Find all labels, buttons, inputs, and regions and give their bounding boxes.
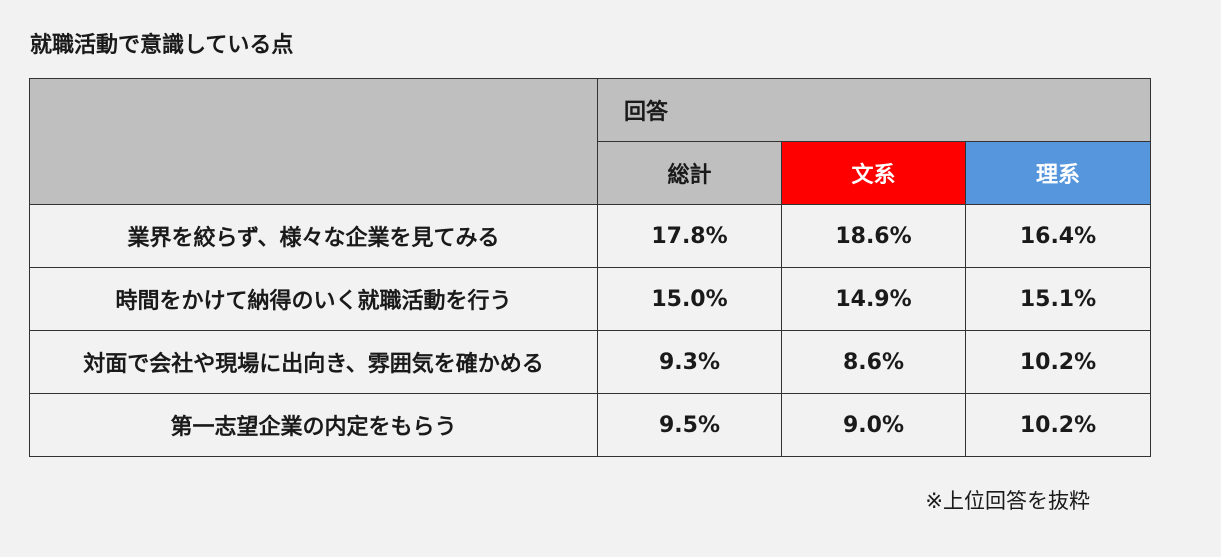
header-row-group: 回答 [29, 78, 1151, 205]
group-header: 回答 [597, 78, 1151, 142]
table-body: 業界を絞らず、様々な企業を見てみる 17.8% 18.6% 16.4% 時間をかけて納得… [29, 204, 1151, 457]
header-blank-cell [29, 78, 598, 205]
value-bunkei: 14.9% [781, 267, 966, 331]
value-total: 9.3% [597, 330, 782, 394]
table-row: 対面で会社や現場に出向き、雰囲気を確かめる 9.3% 8.6% 10.2% [29, 330, 1151, 394]
value-rikei: 16.4% [965, 204, 1151, 268]
row-label: 時間をかけて納得のいく就職活動を行う [29, 267, 598, 331]
table-row: 時間をかけて納得のいく就職活動を行う 15.0% 14.9% 15.1% [29, 267, 1151, 331]
row-label: 対面で会社や現場に出向き、雰囲気を確かめる [29, 330, 598, 394]
value-total: 15.0% [597, 267, 782, 331]
column-header-bunkei: 文系 [781, 141, 966, 205]
value-rikei: 15.1% [965, 267, 1151, 331]
value-bunkei: 18.6% [781, 204, 966, 268]
value-rikei: 10.2% [965, 330, 1151, 394]
column-header-total: 総計 [597, 141, 782, 205]
results-table: 回答 総計 文系 理系 業界を絞らず、様々な企業を見てみる 17.8% 18.6% 1… [29, 78, 1151, 457]
footnote: ※上位回答を抜粋 [925, 489, 1090, 513]
value-bunkei: 8.6% [781, 330, 966, 394]
header-row-columns: 総計 文系 理系 [30, 141, 1151, 205]
value-bunkei: 9.0% [781, 393, 966, 457]
table-row: 第一志望企業の内定をもらう 9.5% 9.0% 10.2% [29, 393, 1151, 457]
value-total: 9.5% [597, 393, 782, 457]
column-header-rikei: 理系 [965, 141, 1151, 205]
value-rikei: 10.2% [965, 393, 1151, 457]
table-row: 業界を絞らず、様々な企業を見てみる 17.8% 18.6% 16.4% [29, 204, 1151, 268]
chart-title: 就職活動で意識している点 [30, 33, 294, 58]
value-total: 17.8% [597, 204, 782, 268]
row-label: 業界を絞らず、様々な企業を見てみる [29, 204, 598, 268]
row-label: 第一志望企業の内定をもらう [29, 393, 598, 457]
